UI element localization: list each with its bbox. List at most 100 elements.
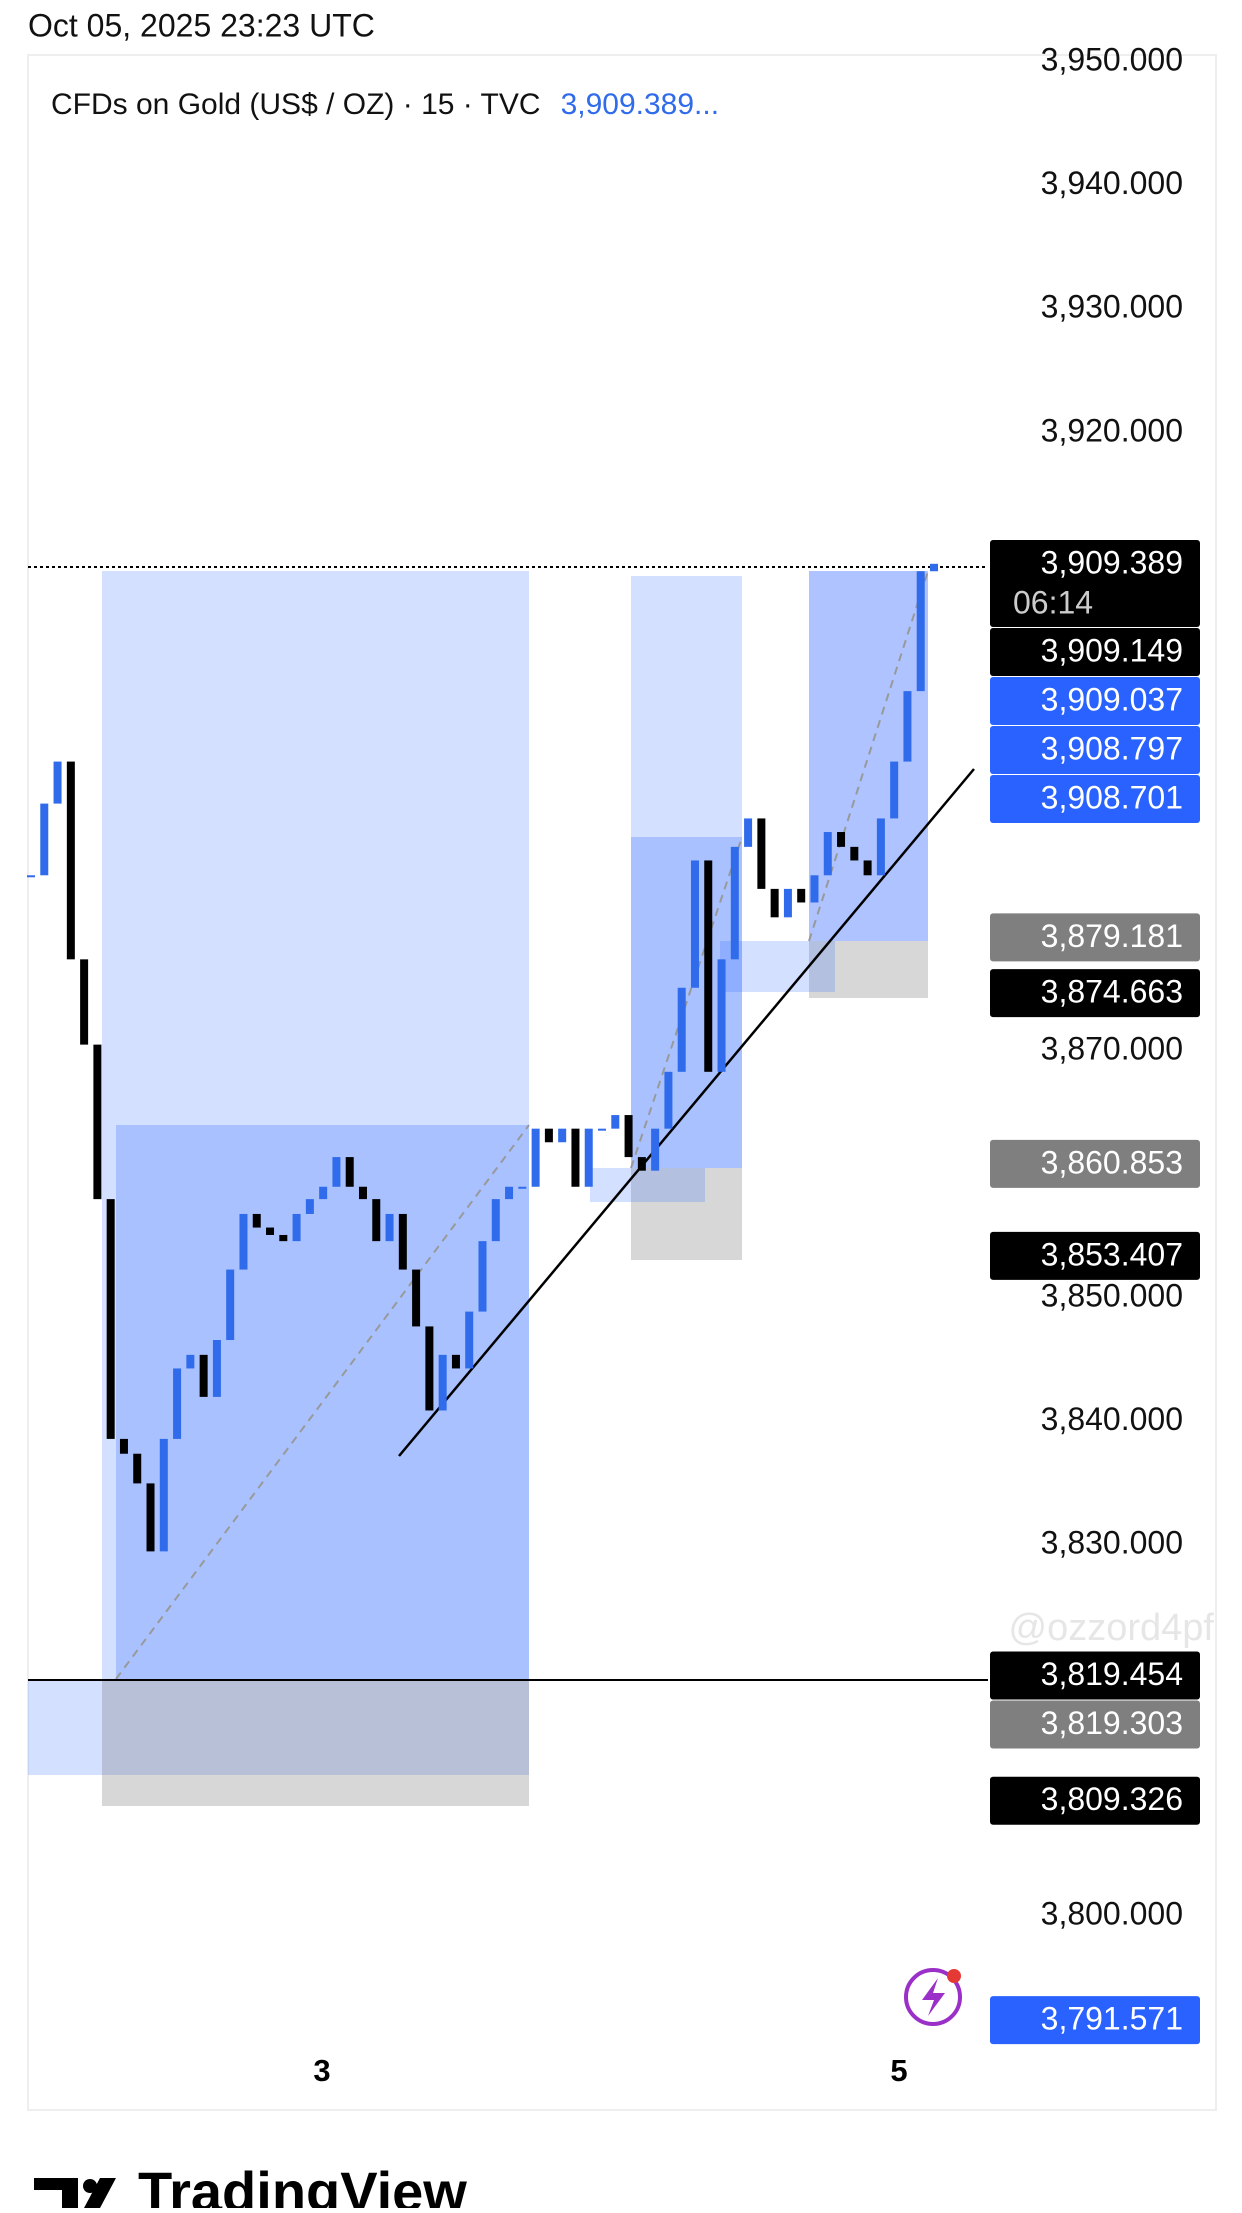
candle [783,888,792,918]
candle [358,1186,367,1200]
price-label: 3,819.454 [1041,1656,1183,1692]
dashed-lines [115,570,929,1680]
candle [199,1354,208,1397]
price-label: 3,909.389 [1041,544,1183,580]
candle [717,959,726,1072]
price-label-box [990,676,1200,725]
icon-ring [904,1968,962,2026]
candle [757,818,766,889]
timestamp: Oct 05, 2025 23:23 UTC [28,7,375,43]
candle [797,888,806,903]
y-tick-label: 3,830.000 [1041,1525,1183,1561]
candle [558,1128,567,1143]
candle [704,860,713,1072]
candle [611,1115,620,1129]
candle [637,1157,646,1171]
candle [412,1269,421,1327]
trendline [398,768,975,1457]
candle [279,1234,288,1242]
y-tick-label: 3,840.000 [1041,1401,1183,1437]
icon-dot [947,1969,961,1983]
candle [890,761,899,819]
candle [53,761,62,804]
candle [624,1115,633,1158]
candle [398,1213,407,1270]
countdown: 06:14 [1013,584,1093,620]
lightning-icon [904,1968,962,2026]
price-axis: 3,950.000 3,940.000 3,930.000 3,920.000 3,87… [990,41,1200,2045]
y-tick-label: 3,850.000 [1041,1277,1183,1313]
candle [451,1354,460,1369]
candle [292,1213,301,1242]
candles [27,563,938,1552]
price-label-box [990,1651,1200,1700]
candle [27,875,35,878]
chart-frame [27,54,1217,2111]
candle [505,1186,514,1200]
candle [40,803,49,876]
dashed-line [630,836,743,1169]
x-tick-label: 5 [890,2053,907,2088]
price-label: 3,908.797 [1041,730,1183,766]
candle [810,875,819,903]
price-label: 3,791.571 [1041,2001,1183,2037]
candle [651,1128,660,1171]
candle [133,1453,142,1484]
candle [319,1186,328,1200]
zone [720,941,835,992]
y-tick-label: 3,950.000 [1041,41,1183,77]
candle [146,1483,155,1552]
candle [332,1157,341,1187]
price-label-box [990,969,1200,1018]
candle [385,1213,394,1242]
zone [590,1168,705,1202]
candle [837,832,846,847]
candle [266,1227,275,1235]
price-label-box [990,725,1200,774]
y-tick-label: 3,800.000 [1041,1895,1183,1931]
price-label-box [990,774,1200,823]
candle [664,1071,673,1129]
zones [28,571,928,1806]
icon-bolt [922,1978,945,2016]
candle [544,1128,553,1143]
candle [770,888,779,918]
candle [226,1269,235,1341]
price-label: 3,819.303 [1041,1705,1183,1741]
candle [491,1199,500,1242]
candle [677,987,686,1072]
candle [345,1157,354,1187]
candle [159,1438,168,1552]
candle [916,571,925,692]
candle [518,1186,527,1189]
price-label: 3,908.701 [1041,779,1183,815]
candle [186,1354,195,1369]
price-label-box [990,1139,1200,1188]
candle [305,1199,314,1214]
logo-mark [34,2178,116,2208]
price-label-box [990,1231,1200,1280]
candle [584,1128,593,1187]
candle [744,818,753,847]
chart-title-line: CFDs on Gold (US$ / OZ) · 15 · TVC 3,909.… [51,88,719,121]
candle [438,1354,447,1411]
y-tick-label: 3,870.000 [1041,1030,1183,1066]
zone [631,1168,742,1260]
candle [930,563,938,572]
watermark: @ozzord4pf [1009,1607,1215,1649]
price-label: 3,809.326 [1041,1781,1183,1817]
x-tick-label: 3 [313,2053,330,2088]
price-label: 3,909.149 [1041,632,1183,668]
candle [66,761,75,960]
candle [106,1199,115,1439]
candle [850,846,859,861]
candle [823,832,832,876]
candle [571,1128,580,1187]
candle [465,1311,474,1369]
candle [173,1368,182,1439]
price-label: 3,860.853 [1041,1144,1183,1180]
price-label-box [990,1996,1200,2045]
candle [876,818,885,876]
brand: TradingView [138,2160,467,2208]
